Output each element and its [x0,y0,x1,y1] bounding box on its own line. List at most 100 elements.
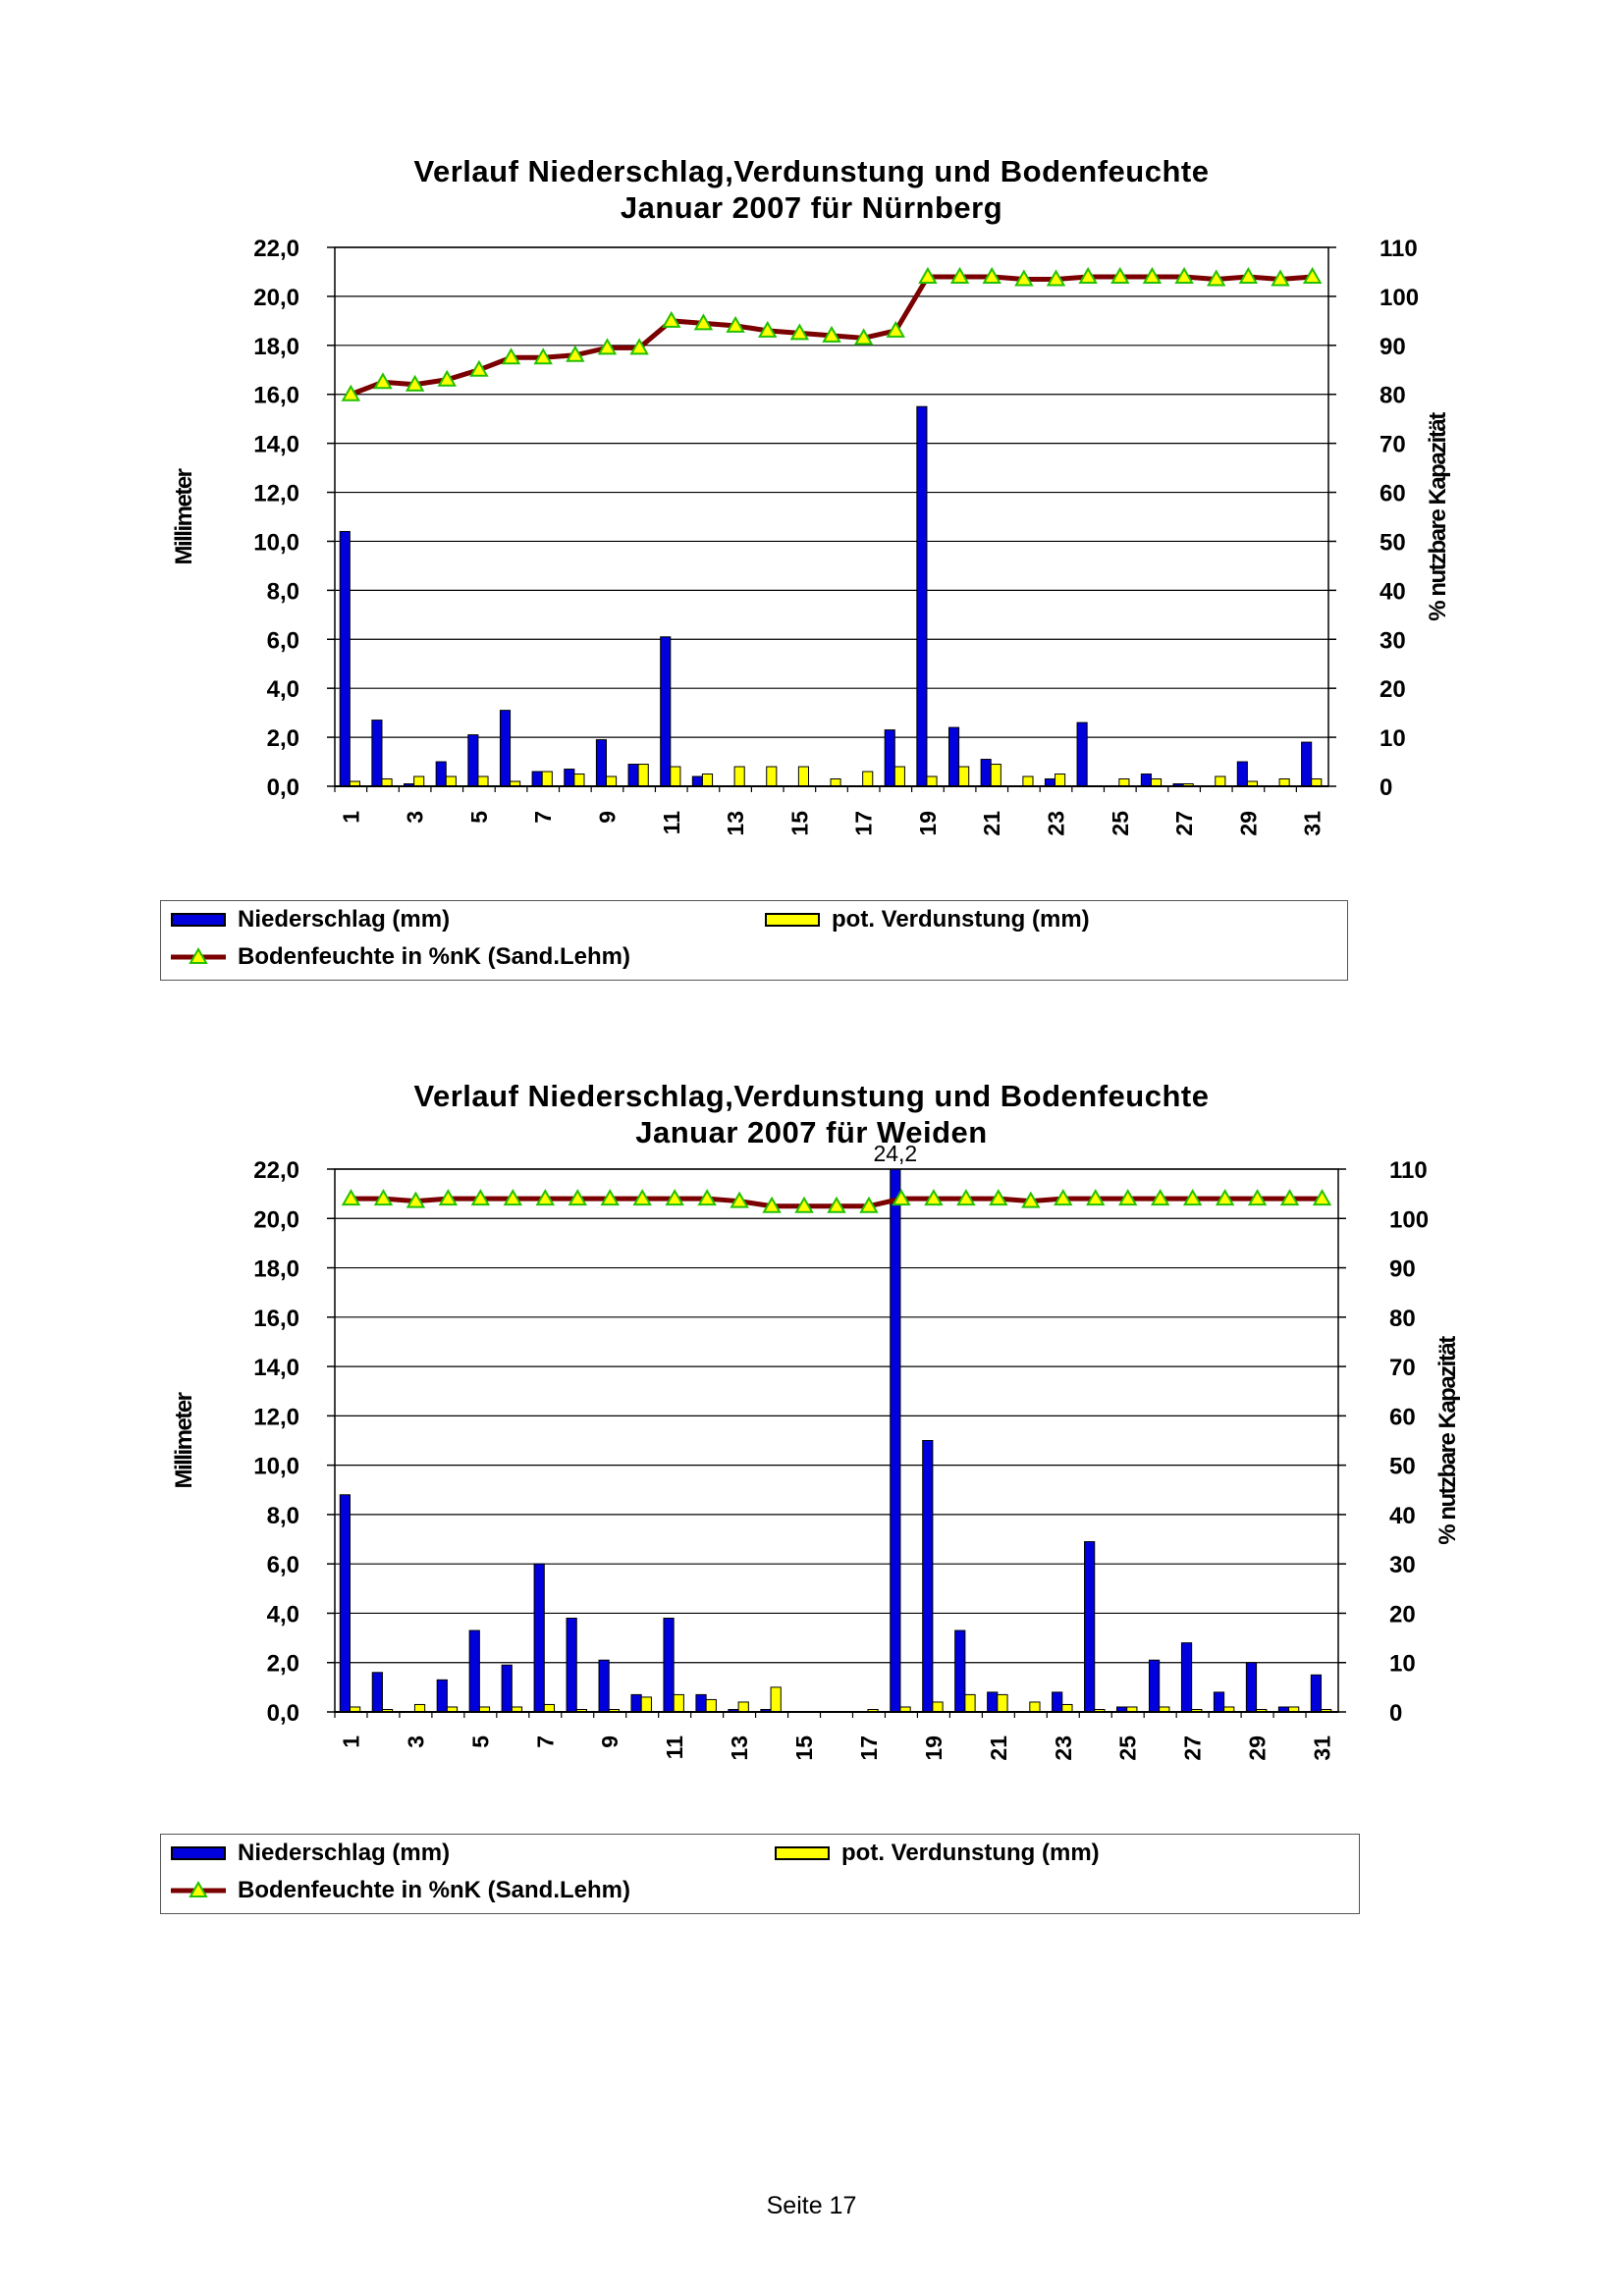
x-tick-label: 13 [723,811,748,836]
bar-niederschlag [884,729,895,787]
bar-verdunstung [1029,1701,1041,1713]
bar-niederschlag [954,1629,966,1713]
point-bodenfeuchte [1142,266,1163,284]
point-bodenfeuchte [892,1189,911,1206]
page-number: Seite 17 [766,2192,857,2219]
point-bodenfeuchte [794,1196,814,1213]
bar-verdunstung [413,1703,426,1713]
y2-tick-label: 30 [1389,1552,1416,1578]
x-tick-label: 31 [1310,1735,1335,1761]
bar-niederschlag [435,761,447,787]
legend-label-verdunstung: pot. Verdunstung (mm) [832,906,1090,933]
point-bodenfeuchte [629,338,649,355]
point-bodenfeuchte [662,310,681,328]
point-bodenfeuchte [989,1189,1008,1206]
point-bodenfeuchte [1247,1189,1268,1206]
bar-verdunstung [737,1701,749,1713]
point-bodenfeuchte [853,328,874,346]
y-tick-label: 4,0 [267,676,299,703]
bar-verdunstung [1061,1703,1073,1713]
y2-tick-label: 50 [1380,529,1406,556]
point-bodenfeuchte [373,1189,394,1206]
point-bodenfeuchte [886,320,906,338]
legend-swatch-niederschlag [171,1846,226,1860]
point-bodenfeuchte [1174,266,1194,284]
x-tick-label: 15 [791,1735,817,1761]
y-tick-label: 10,0 [253,529,299,556]
point-bodenfeuchte [438,1189,459,1206]
bar-verdunstung [958,766,970,787]
y2-tick-label: 20 [1389,1601,1416,1628]
y-tick-label: 8,0 [267,578,299,605]
bar-niederschlag [595,739,608,787]
y-tick-label: 0,0 [267,1700,299,1727]
y-tick-label: 16,0 [253,1306,299,1332]
point-bodenfeuchte [535,1189,556,1206]
bar-niederschlag [501,1664,513,1713]
point-bodenfeuchte [1215,1189,1235,1206]
y-tick-label: 10,0 [253,1454,299,1480]
legend-label-bodenfeuchte: Bodenfeuchte in %nK (Sand.Lehm) [238,1877,631,1903]
point-bodenfeuchte [566,345,585,362]
x-tick-label: 7 [530,811,556,824]
y2-tick-label: 90 [1380,334,1406,360]
point-bodenfeuchte [1086,1189,1106,1206]
point-bodenfeuchte [632,1189,652,1206]
legend-swatch-verdunstung [765,913,820,927]
y-tick-label: 6,0 [267,1552,299,1578]
y-tick-label: 22,0 [253,1157,299,1184]
chart-plot-nuernberg: 0,0 2,0 4,0 6,0 8,0 10,0 12,0 14,0 16,0 18,0 20,0 2… [171,236,1451,836]
legend-entry-bodenfeuchte: Bodenfeuchte in %nK (Sand.Lehm) [171,1877,630,1904]
bar-niederschlag [371,720,383,787]
bar-verdunstung [673,1693,684,1713]
bar-verdunstung [445,775,457,787]
y-axis-label: Millimeter [171,468,197,564]
y-tick-label: 20,0 [253,285,299,311]
y2-axis-label: % nutzbare Kapazität [1434,1336,1461,1545]
bar-verdunstung [1118,778,1130,787]
bar-verdunstung [932,1701,944,1713]
x-tick-label: 25 [1108,811,1133,836]
x-tick-label: 3 [403,811,428,824]
y2-tick-label: 80 [1389,1306,1416,1332]
y2-tick-label: 80 [1380,383,1406,409]
y-tick-label: 6,0 [267,627,299,654]
bar-niederschlag [947,726,960,787]
bar-niederschlag [564,769,575,787]
point-bodenfeuchte [501,347,521,365]
bar-verdunstung [770,1686,782,1713]
chart-legend: Niederschlag (mm) pot. Verdunstung (mm) … [160,900,1348,981]
point-bodenfeuchte [600,1189,620,1206]
point-bodenfeuchte [1078,266,1098,284]
chart-weiden: Verlauf Niederschlag,Verdunstung und Bod… [0,1041,1623,1963]
y2-tick-label: 90 [1389,1256,1416,1283]
point-bodenfeuchte [949,266,970,284]
point-bodenfeuchte [924,1189,944,1206]
bar-niederschlag [467,734,479,787]
x-tick-label: 25 [1115,1735,1141,1761]
x-tick-label: 7 [532,1735,558,1748]
bar-niederschlag [1301,741,1313,787]
point-bodenfeuchte [373,372,393,390]
bar-niederschlag [566,1617,577,1713]
y-tick-label: 22,0 [253,236,299,262]
legend-swatch-niederschlag [171,913,226,927]
y2-tick-label: 10 [1389,1651,1416,1678]
bar-niederschlag [1044,778,1056,787]
point-bodenfeuchte [470,1189,491,1206]
bar-verdunstung [926,775,938,787]
bar-niederschlag [630,1693,642,1713]
chart-title: Verlauf Niederschlag,Verdunstung und Bod… [0,153,1623,226]
y2-tick-label: 110 [1389,1157,1428,1184]
bar-verdunstung [1311,778,1323,787]
y2-axis-label: % nutzbare Kapazität [1425,412,1451,621]
legend-entry-niederschlag: Niederschlag (mm) [171,906,450,934]
point-bodenfeuchte [693,313,714,331]
bar-verdunstung [477,775,489,787]
bar-niederschlag [663,1617,675,1713]
chart-legend: Niederschlag (mm) pot. Verdunstung (mm) … [160,1834,1360,1914]
bar-verdunstung [964,1693,976,1713]
x-tick-label: 1 [338,811,363,824]
point-bodenfeuchte [405,374,425,392]
bar-niederschlag [1245,1662,1258,1713]
